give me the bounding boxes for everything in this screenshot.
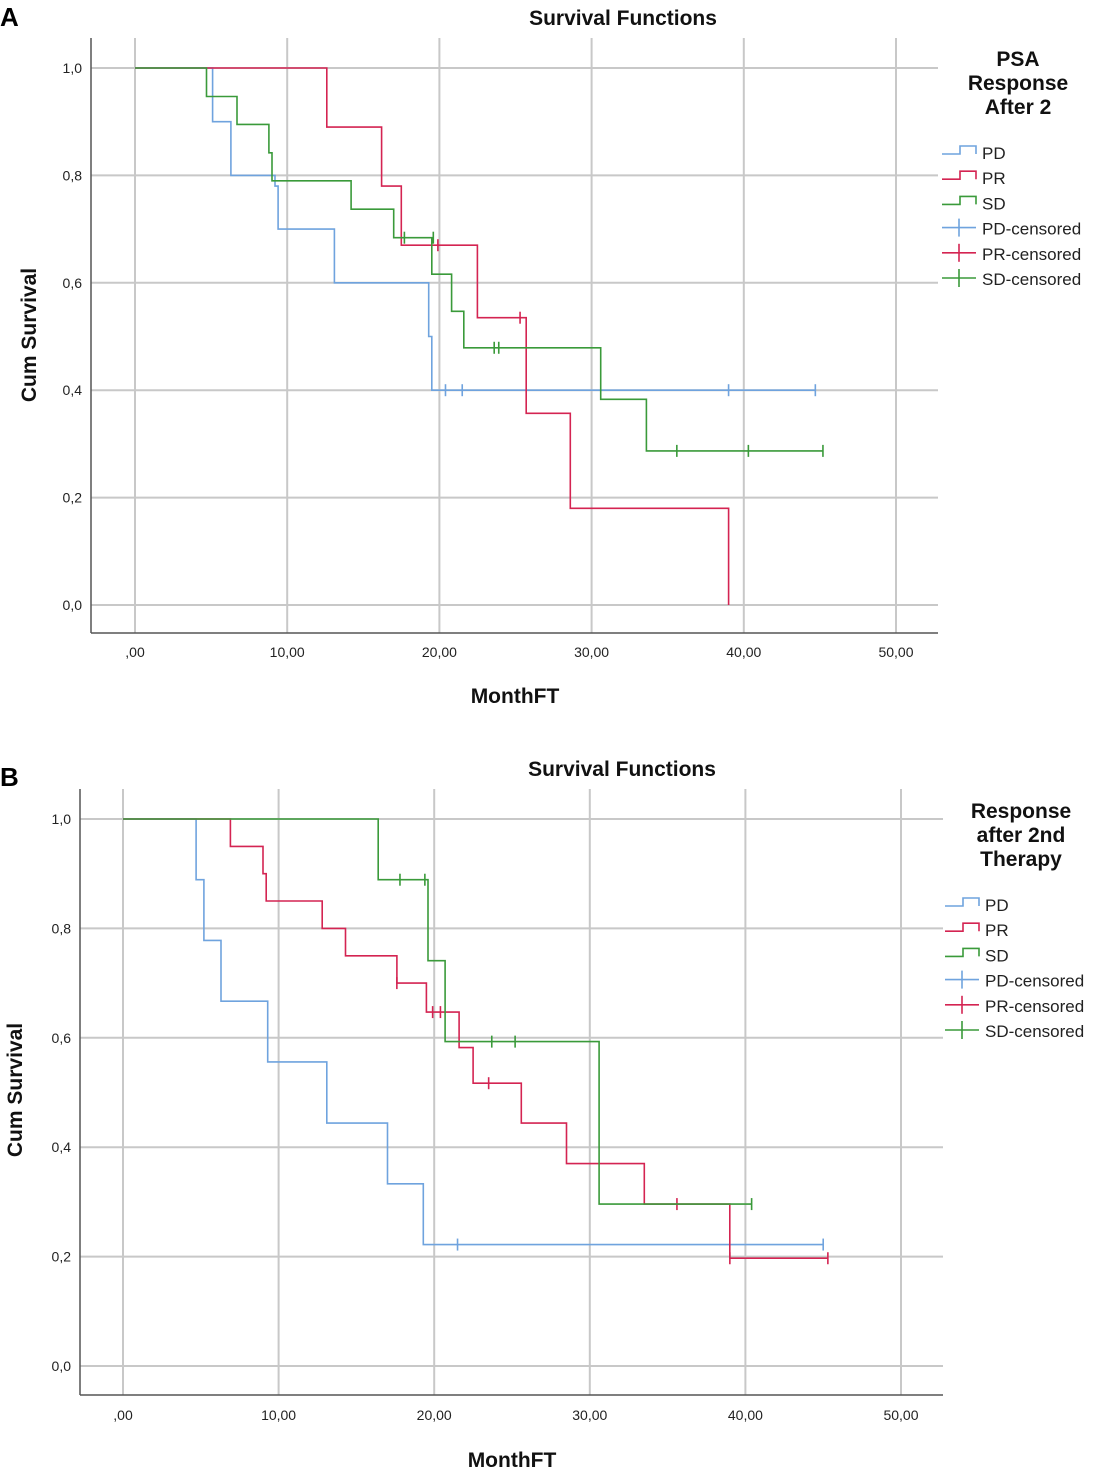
y-tick-label: 0,8 [63, 167, 83, 183]
panel-b: B Survival Functions 0,00,20,40,60,81,0 … [0, 758, 1084, 1469]
panel-b-letter: B [0, 762, 19, 792]
x-tick-label: 30,00 [572, 1407, 607, 1423]
x-tick-label: 20,00 [417, 1407, 452, 1423]
panel-b-y-ticks: 0,0 0,2 0,4 0,6 0,8 1,0 [52, 811, 72, 1374]
legend-title-line: after 2nd [977, 824, 1066, 847]
panel-b-title: Survival Functions [528, 758, 716, 781]
x-tick-label: 40,00 [726, 644, 761, 660]
legend-label: SD-censored [985, 1022, 1084, 1041]
x-tick-label: 20,00 [422, 644, 457, 660]
panel-b-x-ticks: ,00 10,00 20,00 30,00 40,00 50,00 [113, 1407, 918, 1423]
panel-b-axes [79, 789, 943, 1396]
x-tick-label: 40,00 [728, 1407, 763, 1423]
y-tick-label: 0,6 [63, 275, 83, 291]
y-tick-label: 1,0 [52, 811, 72, 827]
y-tick-label: 0,2 [52, 1249, 72, 1265]
legend-title-line: Response [968, 72, 1068, 95]
x-tick-label: 30,00 [574, 644, 609, 660]
series-line-sd [123, 818, 752, 1205]
legend-label: PR-censored [985, 997, 1084, 1016]
x-tick-label: 10,00 [261, 1407, 296, 1423]
y-tick-label: 0,6 [52, 1030, 72, 1046]
panel-a-title: Survival Functions [529, 7, 717, 30]
series-line-pd [135, 67, 816, 392]
x-tick-label: 50,00 [883, 1407, 918, 1423]
legend-label: SD-censored [982, 270, 1081, 289]
legend-label: PD-censored [985, 972, 1084, 991]
y-tick-label: 0,2 [63, 490, 83, 506]
legend-step-swatch [945, 947, 980, 958]
legend-step-swatch [945, 922, 980, 933]
legend-title-line: PSA [996, 48, 1039, 71]
x-tick-label: 50,00 [878, 644, 913, 660]
y-tick-label: 0,0 [63, 597, 83, 613]
series-line-pr [123, 818, 828, 1259]
panel-b-y-axis-label: Cum Survival [4, 1023, 27, 1157]
x-tick-label: 10,00 [270, 644, 305, 660]
legend-title-line: After 2 [985, 96, 1052, 119]
legend-item-sd-censored: SD-censored [942, 269, 1081, 289]
legend-label: PR [985, 921, 1009, 940]
legend-label: PR [982, 169, 1006, 188]
legend-title-line: Response [971, 800, 1071, 823]
panel-a-axes [90, 38, 938, 634]
legend-label: PR-censored [982, 245, 1081, 264]
panel-a-series [135, 67, 824, 605]
series-line-pr [135, 67, 730, 605]
legend-item-sd: SD [942, 194, 1006, 213]
legend-title-line: Therapy [980, 848, 1062, 871]
legend-item-pd: PD [945, 896, 1009, 915]
legend-step-swatch [945, 897, 980, 907]
legend-item-pd: PD [942, 144, 1006, 163]
x-tick-label: ,00 [125, 644, 145, 660]
panel-a-y-axis-label: Cum Survival [18, 268, 41, 402]
panel-b-grid [80, 789, 943, 1395]
legend-item-pr: PR [945, 921, 1009, 940]
panel-a-y-ticks: 0,0 0,2 0,4 0,6 0,8 1,0 [63, 60, 83, 613]
legend-item-pr-censored: PR-censored [942, 243, 1081, 264]
panel-a-letter: A [0, 2, 19, 32]
legend-item-sd-censored: SD-censored [945, 1021, 1084, 1041]
panel-a-x-ticks: ,00 10,00 20,00 30,00 40,00 50,00 [125, 644, 913, 660]
series-line-pd [123, 818, 824, 1246]
legend-label: PD [985, 896, 1009, 915]
legend-step-swatch [942, 195, 977, 206]
panel-a: A Survival Functions 0,00,20,40,60,81,0 … [0, 2, 1081, 708]
legend-step-swatch [942, 145, 977, 155]
y-tick-label: 0,8 [52, 920, 72, 936]
legend-item-pd-censored: PD-censored [942, 218, 1081, 239]
panel-b-series [123, 818, 829, 1265]
panel-a-x-axis-label: MonthFT [471, 685, 560, 708]
legend-label: PD [982, 144, 1006, 163]
y-tick-label: 0,4 [52, 1139, 72, 1155]
legend-item-pr-censored: PR-censored [945, 995, 1084, 1016]
panel-a-grid [91, 38, 938, 633]
panel-b-x-axis-label: MonthFT [468, 1449, 557, 1469]
y-tick-label: 0,0 [52, 1358, 72, 1374]
legend-item-sd: SD [945, 946, 1009, 965]
legend-label: PD-censored [982, 220, 1081, 239]
legend-step-swatch [942, 170, 977, 180]
x-tick-label: ,00 [113, 1407, 133, 1423]
y-tick-label: 1,0 [63, 60, 83, 76]
y-tick-label: 0,4 [63, 382, 83, 398]
legend-item-pr: PR [942, 169, 1006, 188]
legend-label: SD [985, 946, 1009, 965]
legend-item-pd-censored: PD-censored [945, 970, 1084, 991]
legend-label: SD [982, 194, 1006, 213]
series-line-sd [135, 67, 823, 452]
